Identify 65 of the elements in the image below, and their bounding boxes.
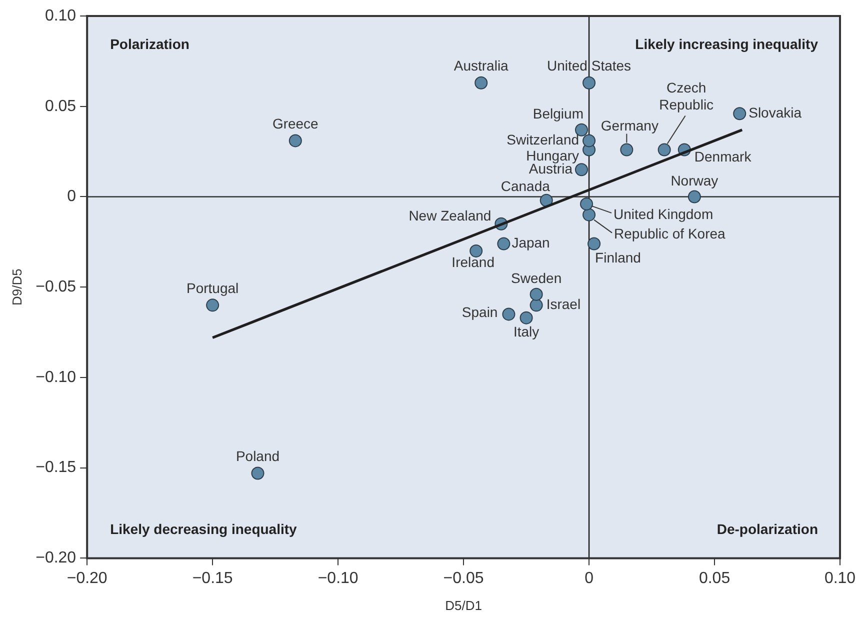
point [530,298,543,312]
point [470,244,483,258]
point [580,197,594,210]
x-tick-label: −0.10 [318,570,358,588]
series-label: Germany [600,118,658,134]
series-label: Denmark [694,148,752,165]
y-tick-label: −0.15 [36,459,76,476]
series-label: Australia [454,58,509,74]
series-label: Switzerland [506,132,580,148]
series-label: Greece [272,116,319,132]
point [540,194,553,207]
point [520,311,533,324]
point [206,298,220,312]
series-label: Republic of Korea [614,226,726,242]
series-label: Sweden [511,270,562,286]
point [658,143,671,156]
point [251,466,264,480]
point [582,134,596,148]
series-label: Japan [512,234,550,251]
x-tick-label: −0.05 [443,570,484,588]
series-label: Poland [236,448,280,464]
annotation: Likely increasing inequality [635,36,818,52]
x-axis-title: D5/D1 [445,598,482,613]
y-tick-label: 0.05 [44,98,76,115]
series-label: New Zealand [408,208,492,224]
annotation: Likely decreasing inequality [110,521,298,538]
point [733,107,746,120]
text: Czech Republic [659,80,714,113]
y-tick-label: 0 [67,188,76,206]
series-label: Finland [595,250,641,266]
point [497,237,510,250]
y-tick-label: 0.10 [44,7,76,24]
series-label: Canada [500,178,550,194]
series-label: Slovakia [748,104,802,120]
series-label: Hungary [526,148,580,164]
y-tick-label: −0.10 [36,368,76,386]
x-tick-label: 0.05 [698,570,730,588]
point [474,76,488,90]
annotation: De-polarization [716,521,818,538]
series-label: Portugal [186,280,239,296]
point [582,208,596,222]
x-tick-label: −0.20 [66,570,108,588]
point [575,163,588,176]
x-tick-label: −0.15 [192,570,233,588]
series-label: Spain [462,304,498,320]
series-label: Israel [546,296,581,312]
series-label: Italy [513,324,540,340]
y-axis-title: D9/D5 [9,268,24,306]
point [288,134,302,148]
series-label: Norway [670,172,718,189]
series-label: Ireland [452,254,494,270]
x-tick-label: 0 [584,570,594,588]
point [530,288,543,301]
y-tick-label: −0.20 [36,550,76,567]
point [620,143,634,156]
series-label: United States [546,58,632,74]
point [588,237,601,250]
y-tick-label: −0.05 [36,278,76,296]
point [582,76,596,90]
series-label: Belgium [532,106,584,122]
point [688,190,701,204]
series-label: United Kingdom [614,206,714,222]
point [502,308,516,321]
annotation: Polarization [110,36,190,52]
x-tick-label: 0.10 [824,570,856,588]
